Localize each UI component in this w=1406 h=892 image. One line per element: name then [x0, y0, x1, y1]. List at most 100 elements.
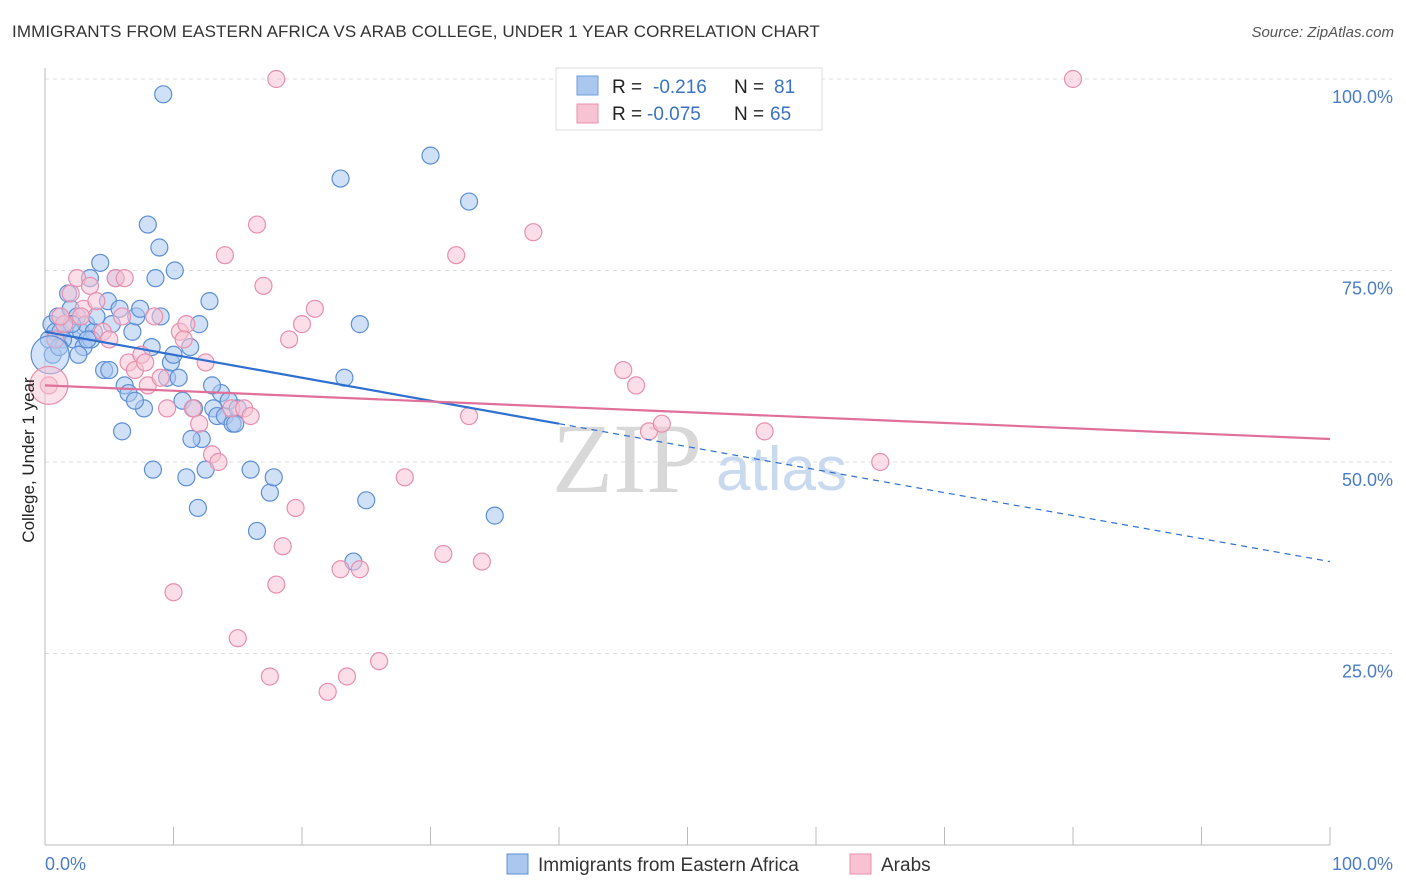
point-eastern-africa-37	[177, 468, 196, 487]
point-eastern-africa-60	[459, 192, 479, 211]
point-arabs-60	[115, 269, 134, 288]
point-arabs-49	[459, 406, 479, 426]
y-tick-label-0: 25.0%	[1342, 662, 1393, 682]
point-arabs-47	[434, 544, 453, 564]
point-eastern-africa-51	[247, 521, 267, 541]
point-arabs-44	[350, 560, 369, 579]
legend-r-label-1: R =	[612, 77, 642, 98]
x-tick-label-0: 0.0%	[45, 854, 86, 874]
point-arabs-29	[228, 629, 247, 648]
point-eastern-africa-31	[154, 85, 173, 104]
point-arabs-41	[318, 682, 337, 701]
y-tick-labels: 25.0% 50.0% 75.0% 100.0%	[1332, 87, 1393, 682]
legend-n-value-2: 65	[770, 104, 791, 125]
point-arabs-53	[626, 376, 646, 395]
point-arabs-36	[273, 537, 292, 556]
point-arabs-31	[241, 406, 260, 426]
legend-n-value-1: 81	[774, 77, 795, 98]
series-legend: Immigrants from Eastern Africa Arabs	[506, 853, 931, 876]
point-arabs-52	[614, 360, 633, 380]
point-arabs-40	[305, 299, 324, 318]
trend-eastern-africa-dashed	[558, 423, 1331, 563]
legend-swatch-eastern-africa	[576, 75, 599, 96]
point-arabs-45	[370, 652, 389, 671]
point-eastern-africa-57	[350, 315, 369, 334]
legend-n-label-2: N =	[734, 104, 764, 125]
series-legend-eastern-africa: Immigrants from Eastern Africa	[538, 855, 799, 876]
point-arabs-38	[286, 498, 305, 518]
point-arabs-22	[183, 399, 202, 418]
point-eastern-africa-25	[130, 299, 150, 318]
series-legend-arabs: Arabs	[881, 855, 931, 876]
point-arabs-50	[472, 552, 491, 571]
point-arabs-46	[395, 468, 414, 487]
point-arabs-35	[267, 575, 286, 594]
point-arabs-33	[254, 276, 273, 295]
point-arabs-6	[80, 276, 100, 295]
y-tick-label-3: 100.0%	[1332, 87, 1393, 107]
point-arabs-62	[174, 330, 193, 349]
point-arabs-32	[247, 215, 267, 234]
legend-swatch-arabs	[576, 103, 599, 124]
point-arabs-17	[151, 368, 170, 387]
y-tick-label-2: 75.0%	[1342, 279, 1393, 299]
point-arabs-11	[112, 307, 132, 326]
point-arabs-56	[755, 422, 774, 441]
trend-lines	[44, 330, 1331, 563]
point-arabs-16	[145, 307, 164, 326]
point-arabs-59	[267, 69, 286, 89]
point-eastern-africa-27	[138, 215, 157, 234]
point-eastern-africa-23	[123, 322, 142, 341]
correlation-legend: R = -0.216 N = 81 R = -0.075 N = 65	[555, 67, 823, 131]
chart-source: Source: ZipAtlas.com	[1251, 24, 1394, 41]
point-arabs-18	[157, 399, 177, 418]
point-eastern-africa-71	[182, 429, 201, 449]
trend-arabs	[44, 384, 1331, 441]
point-eastern-africa-61	[485, 506, 504, 525]
point-arabs-39	[292, 315, 312, 334]
point-eastern-africa-58	[357, 491, 376, 510]
point-eastern-africa-65	[100, 360, 119, 380]
point-arabs-61	[136, 353, 155, 372]
point-arabs-51	[524, 223, 543, 242]
y-tick-label-1: 50.0%	[1342, 470, 1393, 490]
chart-title: IMMIGRANTS FROM EASTERN AFRICA VS ARAB C…	[12, 22, 820, 41]
point-arabs-23	[190, 414, 209, 433]
point-arabs-43	[337, 667, 357, 686]
y-axis-label: College, Under 1 year	[19, 377, 38, 543]
point-eastern-africa-15	[91, 253, 110, 272]
point-arabs-7	[87, 292, 106, 311]
point-arabs-63	[71, 307, 91, 326]
point-eastern-africa-73	[202, 376, 222, 395]
point-arabs-58	[1063, 69, 1083, 89]
point-eastern-africa-75	[241, 460, 260, 479]
point-arabs-42	[331, 560, 350, 579]
watermark-zip: ZIP	[552, 403, 702, 514]
point-eastern-africa-63	[69, 345, 88, 364]
point-eastern-africa-59	[421, 146, 440, 165]
point-arabs-64	[51, 307, 70, 326]
point-eastern-africa-66	[112, 422, 132, 441]
series-legend-swatch-eastern-africa	[506, 853, 529, 875]
point-arabs-55	[652, 414, 671, 433]
axes	[44, 68, 1331, 846]
point-eastern-africa-53	[264, 468, 283, 487]
data-points	[29, 69, 1083, 701]
trend-eastern-africa-solid	[44, 330, 560, 425]
point-arabs-57	[871, 452, 890, 472]
point-arabs-26	[209, 452, 228, 472]
grid-lines	[45, 78, 1392, 654]
point-arabs-48	[447, 246, 466, 265]
point-eastern-africa-40	[188, 498, 208, 518]
point-eastern-africa-52	[260, 483, 279, 502]
point-arabs-19	[164, 583, 183, 602]
point-eastern-africa-29	[146, 269, 165, 288]
point-eastern-africa-43	[200, 292, 219, 311]
watermark-atlas: atlas	[716, 435, 847, 504]
series-legend-swatch-arabs	[849, 853, 872, 875]
legend-n-label-1: N =	[734, 77, 764, 98]
point-eastern-africa-68	[143, 460, 163, 479]
legend-r-value-2: -0.075	[647, 104, 701, 125]
point-eastern-africa-35	[169, 368, 188, 387]
